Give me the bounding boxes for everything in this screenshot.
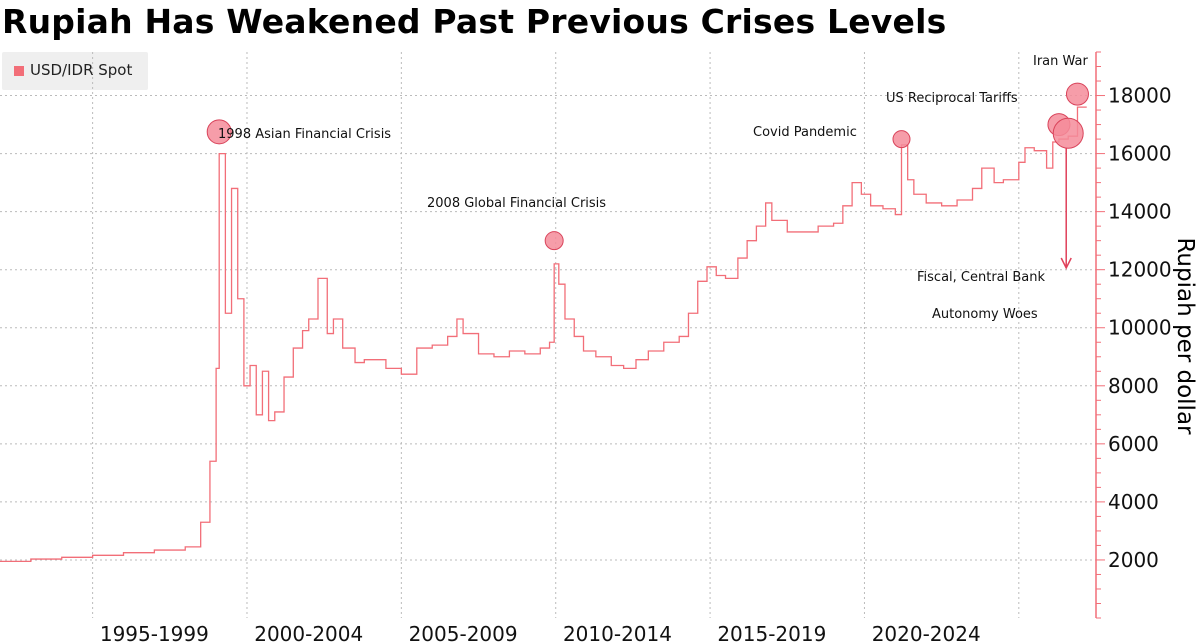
annotation-marker — [544, 231, 564, 251]
x-tick-label: 2020-2024 — [872, 622, 981, 644]
x-tick-label: 2005-2009 — [409, 622, 518, 644]
legend-label: USD/IDR Spot — [30, 61, 133, 79]
annotation-label: US Reciprocal Tariffs — [886, 91, 1018, 106]
annotation-label: Iran War — [1033, 54, 1089, 69]
y-tick-label: 12000 — [1108, 258, 1172, 282]
annotation-label: Autonomy Woes — [932, 307, 1038, 322]
annotation-label: Fiscal, Central Bank — [917, 270, 1045, 285]
annotation-arrow-head — [1060, 257, 1072, 270]
annotation-marker — [892, 130, 911, 149]
x-tick-label: 2010-2014 — [563, 622, 672, 644]
x-tick-label: 2000-2004 — [254, 622, 363, 644]
y-tick-label: 18000 — [1108, 84, 1172, 108]
legend: USD/IDR Spot — [2, 52, 148, 90]
y-tick-label: 6000 — [1108, 432, 1159, 456]
chart-title: Rupiah Has Weakened Past Previous Crises… — [2, 2, 947, 41]
legend-swatch — [14, 66, 24, 76]
y-tick-label: 16000 — [1108, 142, 1172, 166]
annotation-marker — [1052, 117, 1084, 149]
y-tick-label: 4000 — [1108, 490, 1159, 514]
y-tick-label: 14000 — [1108, 200, 1172, 224]
annotation-label: 2008 Global Financial Crisis — [427, 196, 606, 211]
y-tick-label: 10000 — [1108, 316, 1172, 340]
series-line — [0, 106, 1087, 563]
annotation-label: Covid Pandemic — [753, 125, 857, 140]
annotation-label: 1998 Asian Financial Crisis — [218, 127, 391, 142]
x-tick-label: 2015-2019 — [717, 622, 826, 644]
x-tick-label: 1995-1999 — [100, 622, 209, 644]
y-axis-label: Rupiah per dollar — [1172, 237, 1198, 435]
annotation-marker — [206, 119, 232, 145]
annotation-marker — [1065, 82, 1089, 106]
y-tick-label: 2000 — [1108, 548, 1159, 572]
y-tick-label: 8000 — [1108, 374, 1159, 398]
